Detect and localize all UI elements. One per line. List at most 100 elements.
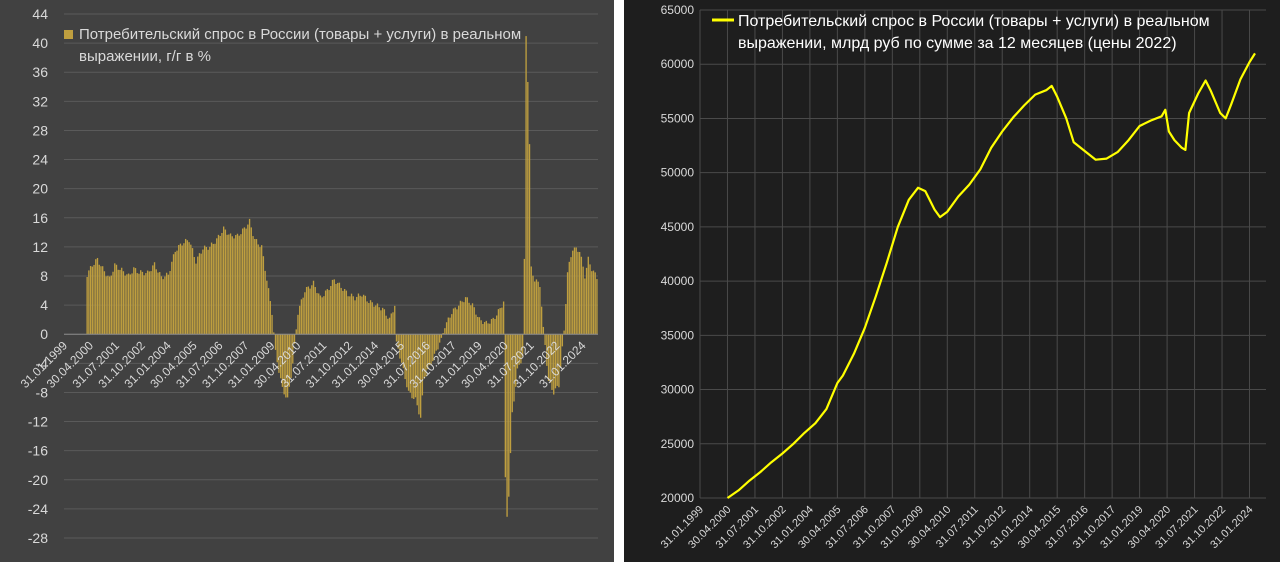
y-tick-label: 16 bbox=[32, 210, 48, 226]
bar bbox=[217, 234, 220, 335]
bar bbox=[143, 275, 145, 335]
bar bbox=[247, 224, 249, 335]
bar bbox=[96, 257, 99, 335]
bar bbox=[273, 332, 275, 335]
bar bbox=[276, 334, 278, 363]
bar bbox=[186, 240, 189, 335]
y-tick-label: -8 bbox=[36, 384, 49, 400]
bar bbox=[515, 334, 517, 387]
legend-label: Потребительский спрос в России (товары +… bbox=[738, 13, 1210, 30]
bar bbox=[314, 287, 316, 335]
bar bbox=[319, 295, 322, 335]
bar bbox=[209, 246, 211, 335]
bar bbox=[350, 293, 353, 335]
y-tick-label: -4 bbox=[36, 355, 49, 371]
bar bbox=[281, 334, 284, 387]
bar bbox=[326, 289, 329, 335]
y-tick-label: 32 bbox=[32, 93, 48, 109]
bar bbox=[131, 273, 133, 335]
bar bbox=[338, 282, 341, 335]
bar bbox=[179, 243, 182, 335]
bar bbox=[513, 334, 515, 402]
bar bbox=[89, 266, 92, 335]
line-chart-panel: 65000 60000 55000 50000 45000 40000 35000 30000… bbox=[624, 0, 1280, 562]
bar bbox=[335, 284, 337, 335]
bar bbox=[103, 271, 106, 335]
bar bbox=[148, 271, 151, 335]
bar bbox=[407, 334, 410, 391]
y-tick-label: 65000 bbox=[661, 3, 695, 17]
bar bbox=[373, 306, 375, 335]
bar bbox=[409, 334, 411, 393]
bar bbox=[592, 270, 595, 335]
bar bbox=[430, 334, 432, 366]
bar bbox=[307, 286, 309, 335]
bar bbox=[380, 310, 382, 335]
bar bbox=[504, 334, 507, 478]
y-tick-label: 45000 bbox=[661, 220, 695, 234]
bar bbox=[475, 314, 477, 335]
bar bbox=[347, 296, 349, 335]
y-tick-label: 25000 bbox=[661, 437, 695, 451]
bar bbox=[340, 287, 342, 335]
y-tick-label: -16 bbox=[28, 443, 48, 459]
bar bbox=[214, 243, 216, 335]
y-tick-label: 60000 bbox=[661, 57, 695, 71]
y-tick-label: 44 bbox=[32, 6, 48, 22]
bar bbox=[129, 274, 131, 335]
bar bbox=[497, 309, 500, 335]
bar bbox=[413, 334, 415, 399]
bar bbox=[452, 308, 455, 335]
bar bbox=[573, 247, 576, 335]
bar bbox=[264, 270, 266, 335]
bar bbox=[366, 301, 368, 335]
bar bbox=[302, 297, 304, 335]
bar bbox=[252, 236, 254, 335]
bar bbox=[425, 334, 427, 377]
bar bbox=[136, 273, 138, 335]
y-tick-label: 20000 bbox=[661, 491, 695, 505]
bar bbox=[259, 247, 261, 335]
bar bbox=[364, 295, 367, 335]
bar bbox=[354, 300, 356, 335]
bar bbox=[464, 297, 467, 335]
bar bbox=[285, 334, 287, 398]
bar bbox=[397, 334, 399, 349]
bar bbox=[242, 228, 244, 335]
bar bbox=[269, 301, 271, 335]
bar bbox=[160, 276, 163, 335]
bar bbox=[171, 261, 173, 335]
y-tick-label: 36 bbox=[32, 64, 48, 80]
bar bbox=[88, 270, 90, 335]
bar bbox=[133, 267, 135, 335]
bar bbox=[105, 276, 107, 335]
bar bbox=[549, 334, 551, 383]
bar bbox=[203, 245, 206, 335]
bar bbox=[309, 288, 311, 335]
y-tick-label: 8 bbox=[40, 268, 48, 284]
bar bbox=[451, 314, 453, 335]
bar bbox=[375, 305, 377, 335]
bar bbox=[404, 334, 406, 380]
bar bbox=[261, 245, 263, 335]
bar bbox=[368, 303, 370, 335]
bar bbox=[490, 319, 493, 335]
bar bbox=[556, 334, 558, 386]
bar bbox=[454, 307, 456, 335]
bar bbox=[547, 334, 550, 382]
bar bbox=[470, 305, 472, 335]
bar bbox=[527, 81, 529, 335]
bar bbox=[420, 334, 422, 418]
series-line bbox=[726, 52, 1256, 499]
y-tick-label: 4 bbox=[40, 297, 48, 313]
bar bbox=[414, 334, 417, 398]
legend-label: выражении, млрд руб по сумме за 12 месяц… bbox=[738, 35, 1177, 52]
bar bbox=[492, 317, 494, 335]
legend-label: Потребительский спрос в России (товары +… bbox=[79, 26, 521, 43]
bar bbox=[274, 334, 277, 350]
bar bbox=[331, 279, 334, 335]
bar bbox=[537, 281, 539, 335]
bar bbox=[466, 297, 468, 335]
bar bbox=[570, 257, 572, 335]
bar bbox=[193, 257, 195, 335]
